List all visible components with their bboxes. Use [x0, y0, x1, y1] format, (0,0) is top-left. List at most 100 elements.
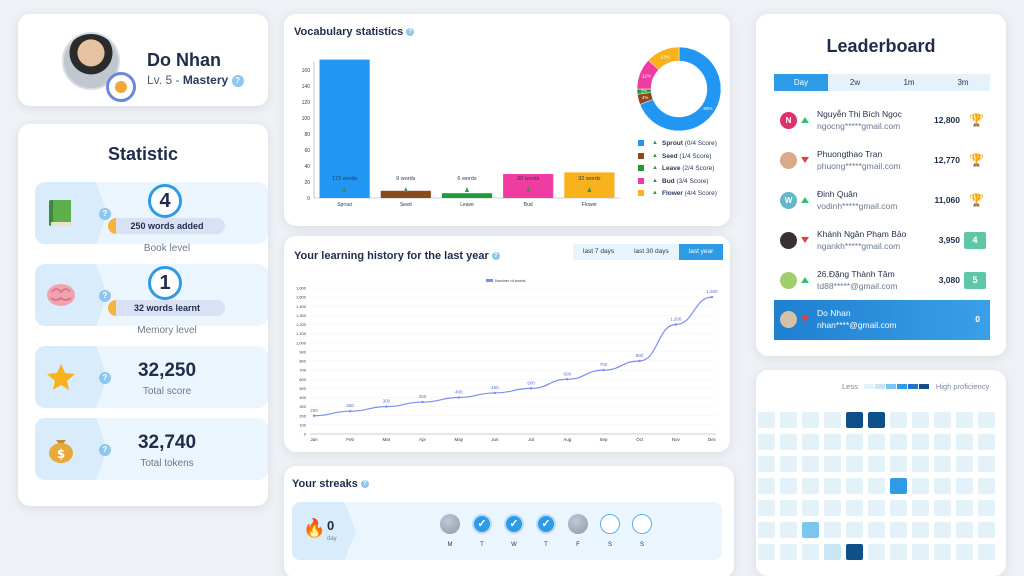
- heatmap-cell[interactable]: [934, 500, 951, 516]
- tab-last-30-days[interactable]: last 30 days: [634, 248, 669, 255]
- heatmap-cell[interactable]: [824, 434, 841, 450]
- heatmap-cell[interactable]: [956, 412, 973, 428]
- heatmap-cell[interactable]: [846, 412, 863, 428]
- data-point[interactable]: [421, 400, 424, 404]
- heatmap-cell[interactable]: [912, 434, 929, 450]
- tab-last-7-days[interactable]: last 7 days: [583, 248, 615, 255]
- leaderboard-row[interactable]: N Nguyễn Thị Bích Ngọc ngocng*****gmail.co…: [774, 101, 990, 141]
- heatmap-cell[interactable]: [868, 478, 885, 494]
- heatmap-cell[interactable]: [868, 544, 885, 560]
- heatmap-cell[interactable]: [846, 434, 863, 450]
- tab-last-year[interactable]: last year: [678, 244, 724, 260]
- data-point[interactable]: [493, 391, 497, 395]
- heatmap-cell[interactable]: [890, 478, 907, 494]
- tab-3m[interactable]: 3m: [957, 78, 969, 87]
- avatar[interactable]: N: [780, 112, 797, 129]
- heatmap-cell[interactable]: [868, 412, 885, 428]
- help-icon[interactable]: ?: [491, 252, 500, 261]
- heatmap-cell[interactable]: [802, 434, 819, 450]
- leaderboard-row[interactable]: 26.Đặng Thành Tâm td88*****@gmail.com 3,08…: [774, 261, 990, 301]
- heatmap-cell[interactable]: [824, 544, 841, 560]
- help-icon[interactable]: ?: [231, 74, 244, 87]
- tab-Day[interactable]: Day: [774, 74, 828, 91]
- heatmap-cell[interactable]: [758, 456, 775, 472]
- help-icon[interactable]: ?: [360, 480, 369, 489]
- heatmap-cell[interactable]: [890, 500, 907, 516]
- data-point[interactable]: [529, 387, 533, 390]
- heatmap-cell[interactable]: [912, 412, 929, 428]
- heatmap-cell[interactable]: [758, 522, 775, 538]
- donut-slice[interactable]: [639, 46, 722, 132]
- heatmap-cell[interactable]: [890, 544, 907, 560]
- heatmap-cell[interactable]: [956, 456, 973, 472]
- heatmap-cell[interactable]: [978, 412, 995, 428]
- heatmap-cell[interactable]: [758, 544, 775, 560]
- leaderboard-row[interactable]: W Đinh Quân vodinh*****gmail.com 11,060 🏆: [774, 181, 990, 221]
- heatmap-cell[interactable]: [978, 478, 995, 494]
- heatmap-cell[interactable]: [934, 544, 951, 560]
- help-icon[interactable]: ?: [99, 444, 111, 456]
- heatmap-cell[interactable]: [824, 412, 841, 428]
- bar[interactable]: [441, 193, 493, 198]
- heatmap-cell[interactable]: [846, 500, 863, 516]
- avatar[interactable]: W: [780, 192, 797, 209]
- help-icon[interactable]: ?: [99, 372, 111, 384]
- heatmap-cell[interactable]: [846, 478, 863, 494]
- heatmap-cell[interactable]: [956, 478, 973, 494]
- heatmap-cell[interactable]: [846, 456, 863, 472]
- heatmap-cell[interactable]: [780, 412, 797, 428]
- heatmap-cell[interactable]: [978, 544, 995, 560]
- heatmap-cell[interactable]: [758, 500, 775, 516]
- data-point[interactable]: [602, 368, 605, 372]
- data-point[interactable]: [312, 414, 316, 417]
- heatmap-cell[interactable]: [868, 522, 885, 538]
- heatmap-cell[interactable]: [912, 478, 929, 494]
- heatmap-cell[interactable]: [824, 522, 841, 538]
- avatar[interactable]: [780, 152, 797, 169]
- heatmap-cell[interactable]: [956, 500, 973, 516]
- avatar[interactable]: [780, 311, 797, 328]
- heatmap-cell[interactable]: [934, 522, 951, 538]
- help-icon[interactable]: ?: [99, 208, 111, 220]
- data-point[interactable]: [566, 378, 569, 381]
- heatmap-cell[interactable]: [978, 456, 995, 472]
- heatmap-cell[interactable]: [758, 478, 775, 494]
- heatmap-cell[interactable]: [802, 456, 819, 472]
- heatmap-cell[interactable]: [912, 500, 929, 516]
- heatmap-cell[interactable]: [802, 478, 819, 494]
- heatmap-cell[interactable]: [846, 522, 863, 538]
- donut-slice[interactable]: [648, 46, 680, 71]
- data-point[interactable]: [638, 359, 641, 363]
- tab-2w[interactable]: 2w: [849, 78, 861, 87]
- heatmap-cell[interactable]: [978, 434, 995, 450]
- heatmap-cell[interactable]: [978, 500, 995, 516]
- heatmap-cell[interactable]: [956, 434, 973, 450]
- heatmap-cell[interactable]: [956, 544, 973, 560]
- heatmap-cell[interactable]: [978, 522, 995, 538]
- heatmap-cell[interactable]: [802, 412, 819, 428]
- heatmap-cell[interactable]: [780, 544, 797, 560]
- heatmap-cell[interactable]: [890, 522, 907, 538]
- heatmap-cell[interactable]: [780, 500, 797, 516]
- heatmap-cell[interactable]: [934, 412, 951, 428]
- heatmap-cell[interactable]: [868, 434, 885, 450]
- bar[interactable]: [503, 174, 554, 198]
- heatmap-cell[interactable]: [912, 544, 929, 560]
- heatmap-cell[interactable]: [934, 456, 951, 472]
- data-point[interactable]: [348, 409, 352, 413]
- heatmap-cell[interactable]: [956, 522, 973, 538]
- heatmap-cell[interactable]: [868, 500, 885, 516]
- leaderboard-row[interactable]: Phuongthao Tran phuong*****gmail.com 12,77…: [774, 141, 990, 181]
- bar[interactable]: [564, 172, 615, 198]
- heatmap-cell[interactable]: [824, 478, 841, 494]
- data-point[interactable]: [710, 295, 714, 299]
- tab-1m[interactable]: 1m: [903, 78, 915, 87]
- heatmap-cell[interactable]: [802, 500, 819, 516]
- data-point[interactable]: [457, 396, 460, 399]
- heatmap-cell[interactable]: [758, 434, 775, 450]
- heatmap-cell[interactable]: [934, 434, 951, 450]
- heatmap-cell[interactable]: [802, 544, 819, 560]
- heatmap-cell[interactable]: [824, 500, 841, 516]
- data-point[interactable]: [385, 405, 388, 408]
- heatmap-cell[interactable]: [824, 456, 841, 472]
